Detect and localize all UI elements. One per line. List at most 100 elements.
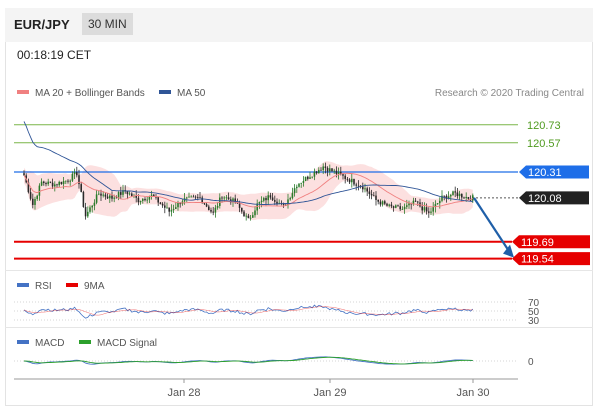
projection-arrow-head	[503, 244, 514, 258]
candle	[23, 173, 25, 176]
candle	[267, 195, 269, 201]
candle	[472, 195, 474, 201]
candle	[38, 185, 41, 196]
candle	[406, 205, 408, 207]
candle	[324, 166, 327, 168]
candle	[342, 174, 344, 176]
candle	[377, 199, 379, 202]
candle	[219, 197, 221, 206]
candle	[320, 169, 322, 171]
candle	[100, 193, 102, 196]
candle	[146, 199, 148, 201]
candle	[329, 168, 331, 172]
timeframe-button[interactable]: 30 MIN	[82, 13, 133, 35]
candle	[159, 202, 162, 204]
candle	[307, 176, 309, 179]
candle	[333, 170, 335, 172]
candle	[463, 197, 465, 199]
level-tag-120.31	[519, 165, 589, 179]
candle	[113, 197, 115, 199]
legend-macd: MACD	[35, 338, 64, 349]
candle	[166, 207, 168, 209]
candle	[27, 182, 30, 193]
candle	[161, 203, 164, 206]
candle	[56, 184, 58, 186]
candle	[247, 215, 250, 219]
candle	[375, 195, 377, 200]
legend-swatch-macd-signal	[79, 340, 91, 344]
candle	[370, 194, 373, 196]
candle	[458, 193, 461, 197]
candle	[172, 208, 175, 210]
candle	[256, 203, 258, 211]
legend-swatch-ma50	[159, 90, 171, 94]
candle	[456, 192, 459, 197]
macd-signal-line	[23, 356, 473, 365]
candle	[432, 206, 434, 212]
macd-line	[23, 356, 473, 365]
candle	[84, 206, 87, 217]
panel-divider-macd	[5, 327, 593, 328]
candle	[177, 202, 179, 208]
candle	[441, 195, 443, 201]
candle	[170, 209, 173, 212]
candle	[357, 185, 360, 187]
candle	[447, 196, 450, 199]
candle	[450, 195, 452, 197]
level-label-120.73: 120.73	[527, 120, 561, 132]
legend-swatch-9ma	[66, 283, 78, 287]
candle	[225, 197, 228, 199]
candle	[318, 169, 320, 174]
candle	[71, 174, 74, 181]
candle	[311, 176, 313, 178]
candle	[186, 197, 188, 199]
candle	[302, 181, 305, 183]
candle	[276, 201, 278, 204]
candle	[436, 203, 439, 205]
candle	[128, 193, 131, 195]
candle	[67, 180, 69, 182]
candle	[241, 207, 243, 212]
candle	[203, 203, 206, 205]
candle	[465, 196, 467, 199]
candle	[236, 202, 239, 204]
candle	[245, 215, 247, 217]
candle	[401, 209, 404, 210]
level-tag-119.54	[512, 252, 590, 266]
candle	[346, 178, 349, 180]
candle	[340, 171, 342, 175]
candle	[395, 205, 397, 208]
legend-9ma: 9MA	[84, 281, 105, 292]
candle	[425, 207, 428, 212]
candle	[58, 181, 60, 186]
candle	[390, 204, 393, 207]
candle	[443, 195, 445, 197]
legend-rsi: RSI	[35, 281, 52, 292]
candle	[87, 211, 89, 217]
candle	[82, 191, 85, 207]
macd-zero-label: 0	[528, 357, 534, 368]
panel-divider-rsi	[5, 270, 593, 271]
candle	[386, 203, 388, 206]
rsi-level-label-70: 70	[528, 298, 540, 309]
candle	[51, 182, 54, 187]
candle	[249, 217, 252, 219]
candle	[208, 206, 210, 210]
candle	[434, 204, 437, 207]
candle	[78, 175, 80, 185]
candle	[205, 204, 208, 207]
candle	[32, 198, 34, 205]
candle	[80, 184, 82, 192]
candle	[227, 197, 230, 200]
candle	[188, 196, 190, 198]
candle	[412, 200, 415, 205]
candle	[93, 202, 96, 206]
candle	[122, 190, 124, 195]
candle	[313, 171, 316, 177]
candle	[91, 205, 93, 208]
legend-swatch-ma20	[17, 90, 29, 94]
level-label-120.08: 120.08	[528, 193, 562, 205]
symbol-label: EUR/JPY	[14, 17, 70, 32]
candle	[337, 171, 340, 175]
candle	[168, 207, 170, 212]
